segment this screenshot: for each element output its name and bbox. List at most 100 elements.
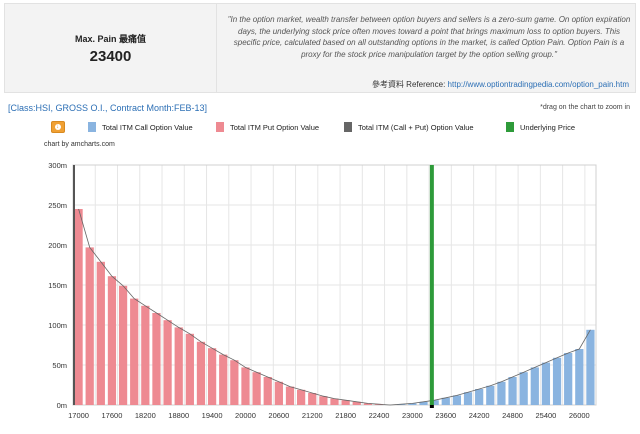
legend-label-total: Total ITM (Call + Put) Option Value bbox=[358, 123, 474, 132]
put-bar bbox=[296, 389, 306, 405]
legend-item-call[interactable]: Total ITM Call Option Value bbox=[88, 122, 193, 133]
legend-swatch-call bbox=[88, 122, 96, 132]
call-bar bbox=[530, 367, 539, 405]
drag-zoom-note: *drag on the chart to zoom in bbox=[540, 104, 630, 111]
option-pain-quote: "In the option market, wealth transfer b… bbox=[227, 15, 631, 59]
x-tick-label: 24800 bbox=[502, 411, 523, 420]
underlying-price-line bbox=[429, 165, 434, 405]
put-bar bbox=[219, 354, 228, 405]
call-bar bbox=[586, 329, 595, 405]
x-tick-label: 23000 bbox=[402, 411, 423, 420]
call-bar bbox=[463, 392, 473, 405]
chart-overlay bbox=[73, 165, 591, 408]
legend-swatch-put bbox=[216, 122, 224, 132]
y-tick-label: 200m bbox=[48, 241, 67, 250]
put-bar bbox=[174, 327, 183, 405]
download-icon: ↓ bbox=[56, 124, 59, 130]
legend-swatch-underlying bbox=[506, 122, 514, 132]
call-bar bbox=[430, 400, 439, 405]
legend-label-underlying: Underlying Price bbox=[520, 123, 576, 132]
put-bar bbox=[141, 305, 150, 405]
put-bar bbox=[319, 396, 328, 405]
x-tick-label: 21800 bbox=[335, 411, 356, 420]
x-tick-label: 17600 bbox=[102, 411, 123, 420]
put-bar bbox=[74, 209, 83, 405]
put-bar bbox=[274, 381, 283, 405]
call-bar bbox=[508, 377, 517, 405]
put-bar bbox=[230, 360, 239, 405]
call-bar bbox=[541, 362, 551, 405]
legend-label-call: Total ITM Call Option Value bbox=[102, 123, 193, 132]
put-bar bbox=[163, 320, 172, 405]
underlying-price-marker bbox=[429, 405, 434, 408]
put-bar bbox=[285, 386, 295, 405]
y-tick-label: 0m bbox=[57, 401, 67, 410]
put-bar bbox=[263, 377, 272, 405]
call-bar bbox=[452, 395, 462, 405]
x-tick-label: 21200 bbox=[302, 411, 323, 420]
put-bar bbox=[118, 285, 128, 405]
max-pain-cell: Max. Pain 最痛值 23400 bbox=[5, 4, 217, 92]
x-axis-labels: 17000 17600 18200 18800 19400 20000 20600 21200… bbox=[68, 411, 590, 420]
chart-grid bbox=[72, 164, 597, 406]
y-tick-label: 300m bbox=[48, 161, 67, 170]
reference-line: 參考資料 Reference: http://www.optiontrading… bbox=[372, 79, 629, 90]
call-bar bbox=[519, 372, 528, 405]
legend-label-put: Total ITM Put Option Value bbox=[230, 123, 320, 132]
put-bar bbox=[185, 333, 194, 405]
total-value-line bbox=[78, 208, 591, 406]
put-bar bbox=[341, 400, 350, 405]
put-bar bbox=[252, 372, 261, 405]
call-bar bbox=[552, 357, 562, 405]
put-bar bbox=[241, 367, 250, 405]
put-bar bbox=[107, 276, 117, 405]
chart-bars bbox=[74, 209, 595, 405]
max-pain-label: Max. Pain 最痛值 bbox=[74, 34, 147, 44]
x-tick-label: 25400 bbox=[535, 411, 556, 420]
put-bar bbox=[352, 401, 361, 405]
call-bar bbox=[408, 403, 417, 405]
x-tick-label: 19400 bbox=[202, 411, 223, 420]
x-tick-label: 24200 bbox=[469, 411, 490, 420]
amcharts-credit[interactable]: chart by amcharts.com bbox=[44, 141, 115, 148]
x-tick-label: 18200 bbox=[135, 411, 156, 420]
export-download-button[interactable]: ↓ bbox=[51, 121, 65, 133]
call-bar bbox=[564, 353, 573, 405]
call-bar bbox=[475, 389, 484, 405]
call-bar bbox=[575, 349, 584, 405]
call-bar bbox=[497, 381, 506, 405]
x-tick-label: 18800 bbox=[168, 411, 189, 420]
put-bar bbox=[85, 247, 94, 405]
call-bar bbox=[486, 385, 495, 405]
y-axis-labels: 0m 50m 100m 150m 200m 250m 300m bbox=[48, 161, 67, 410]
put-bar bbox=[152, 313, 161, 405]
y-tick-label: 100m bbox=[48, 321, 67, 330]
x-tick-label: 20000 bbox=[235, 411, 256, 420]
x-tick-label: 17000 bbox=[68, 411, 89, 420]
y-axis-line bbox=[73, 165, 75, 405]
put-bar bbox=[330, 398, 339, 405]
put-bar bbox=[96, 261, 105, 405]
put-bar bbox=[207, 348, 217, 405]
call-bar bbox=[441, 397, 450, 405]
put-bar bbox=[196, 341, 206, 405]
put-bar bbox=[363, 403, 373, 405]
x-tick-label: 22400 bbox=[369, 411, 390, 420]
legend-item-underlying[interactable]: Underlying Price bbox=[506, 122, 575, 133]
chart-class-title: [Class:HSI, GROSS O.I., Contract Month:F… bbox=[8, 103, 208, 113]
x-tick-label: 23600 bbox=[435, 411, 456, 420]
x-tick-label: 26000 bbox=[569, 411, 590, 420]
x-tick-label: 20600 bbox=[268, 411, 289, 420]
y-tick-label: 50m bbox=[52, 361, 67, 370]
y-tick-label: 250m bbox=[48, 201, 67, 210]
reference-label: 參考資料 Reference: bbox=[371, 80, 446, 89]
reference-link[interactable]: http://www.optiontradingpedia.com/option… bbox=[447, 80, 629, 89]
max-pain-panel: Max. Pain 最痛值 23400 "In the option marke… bbox=[4, 3, 636, 93]
legend-item-put[interactable]: Total ITM Put Option Value bbox=[216, 122, 319, 133]
max-pain-value: 23400 bbox=[89, 48, 132, 65]
legend-swatch-total bbox=[344, 122, 352, 132]
y-tick-label: 150m bbox=[48, 281, 67, 290]
call-bar bbox=[419, 401, 428, 405]
legend-item-total[interactable]: Total ITM (Call + Put) Option Value bbox=[344, 122, 474, 133]
